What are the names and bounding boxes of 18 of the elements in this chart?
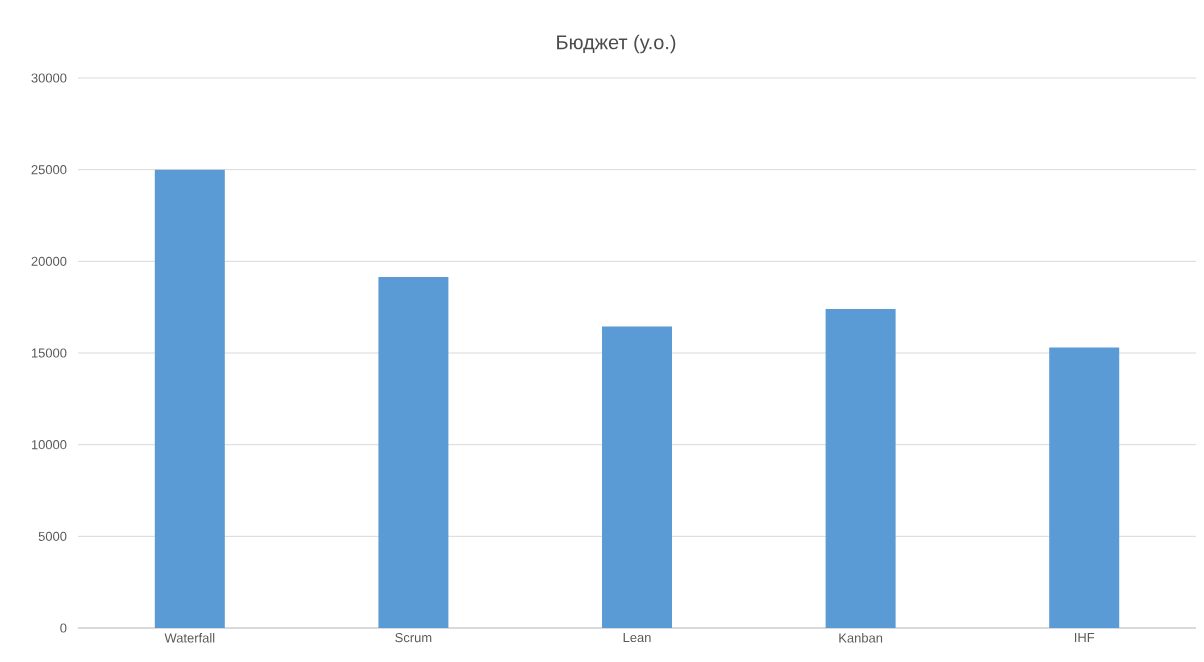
y-tick-label: 25000	[31, 165, 67, 175]
bar	[378, 276, 449, 628]
bar	[602, 326, 673, 628]
x-tick-label: Lean	[623, 633, 651, 643]
bar	[1049, 347, 1120, 628]
chart-title: Бюджет (у.о.)	[557, 34, 676, 54]
y-tick-label: 5000	[38, 531, 67, 541]
y-tick-label: 15000	[31, 348, 67, 358]
x-tick-label: Waterfall	[164, 633, 215, 643]
x-tick-label: Kanban	[839, 633, 883, 643]
x-tick-label: IHF	[1074, 633, 1095, 642]
y-tick-label: 0	[60, 623, 67, 633]
bar	[825, 309, 896, 628]
x-tick-label: Scrum	[395, 633, 432, 643]
y-tick-label: 30000	[31, 73, 67, 83]
bar	[154, 169, 225, 628]
y-tick-label: 20000	[31, 256, 67, 266]
y-tick-label: 10000	[31, 440, 67, 450]
